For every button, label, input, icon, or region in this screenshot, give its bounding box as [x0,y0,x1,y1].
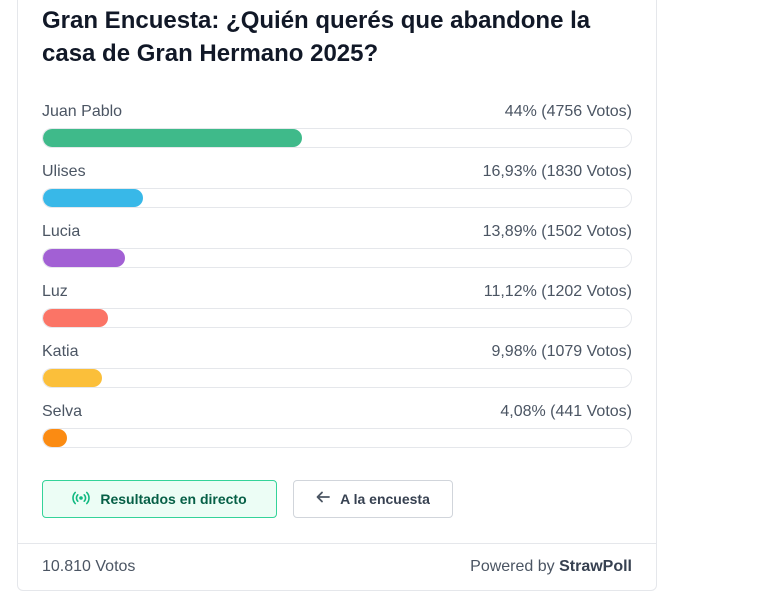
footer-divider [18,543,656,544]
powered-by[interactable]: Powered by StrawPoll [470,558,632,576]
strawpoll-brand: StrawPoll [559,558,632,575]
poll-option: Ulises 16,93% (1830 Votos) [42,162,632,222]
powered-by-prefix: Powered by [470,558,560,575]
poll-title: Gran Encuesta: ¿Quién querés que abandon… [42,7,591,67]
option-name: Ulises [42,163,86,180]
option-stats: 13,89% (1502 Votos) [482,223,632,240]
live-results-button[interactable]: Resultados en directo [42,480,277,518]
option-name: Juan Pablo [42,103,123,120]
live-results-label: Resultados en directo [100,491,247,507]
option-bar-fill [43,249,125,267]
option-name: Lucia [42,223,81,240]
option-name: Luz [42,283,68,300]
option-bar-track [42,188,632,208]
back-to-poll-label: A la encuesta [340,491,430,507]
broadcast-icon [72,491,91,507]
poll-option: Selva 4,08% (441 Votos) [42,402,632,462]
option-stats: 16,93% (1830 Votos) [482,163,632,180]
poll-option: Lucia 13,89% (1502 Votos) [42,222,632,282]
arrow-left-icon [316,491,331,507]
option-name: Katia [42,343,79,360]
option-bar-track [42,428,632,448]
option-bar-fill [43,309,109,327]
option-bar-track [42,308,632,328]
option-stats: 44% (4756 Votos) [504,103,632,120]
back-to-poll-button[interactable]: A la encuesta [293,480,453,518]
poll-option: Katia 9,98% (1079 Votos) [42,342,632,402]
option-name: Selva [42,403,83,420]
option-stats: 9,98% (1079 Votos) [491,343,632,360]
option-bar-fill [43,429,67,447]
option-stats: 4,08% (441 Votos) [500,403,632,420]
option-stats: 11,12% (1202 Votos) [483,283,632,300]
poll-option: Luz 11,12% (1202 Votos) [42,282,632,342]
poll-options: Juan Pablo 44% (4756 Votos) Ulises 16,93… [42,102,632,462]
option-bar-fill [43,369,102,387]
option-bar-track [42,248,632,268]
poll-option: Juan Pablo 44% (4756 Votos) [42,102,632,162]
option-bar-track [42,368,632,388]
option-bar-fill [43,129,302,147]
option-bar-track [42,128,632,148]
total-votes: 10.810 Votos [42,558,136,575]
option-bar-fill [43,189,143,207]
